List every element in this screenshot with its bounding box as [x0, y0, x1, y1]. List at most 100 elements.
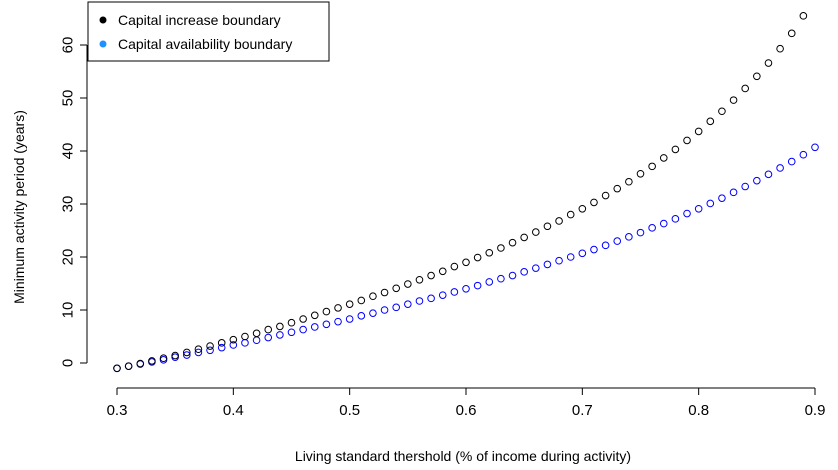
data-point [590, 198, 598, 207]
data-point [427, 294, 435, 303]
data-point [206, 346, 214, 355]
data-point [787, 29, 796, 38]
data-point [148, 357, 156, 365]
data-point [217, 339, 226, 347]
data-point [811, 143, 819, 152]
data-point [404, 280, 412, 288]
data-point [217, 343, 226, 352]
data-point [299, 315, 307, 323]
data-point [369, 292, 377, 301]
data-point [299, 325, 307, 334]
data-point [776, 164, 784, 172]
data-point [508, 238, 517, 247]
data-point [322, 320, 331, 329]
y-tick-label: 0 [60, 359, 77, 367]
data-point [136, 359, 145, 368]
x-tick-label: 0.4 [223, 402, 244, 419]
data-point [462, 285, 470, 293]
data-points [113, 12, 819, 373]
data-point [508, 271, 517, 280]
legend-label-capital-increase: Capital increase boundary [118, 12, 281, 28]
data-point [625, 177, 633, 186]
data-point [543, 222, 552, 231]
data-point [438, 267, 447, 276]
data-point [380, 306, 389, 314]
data-point [753, 72, 761, 81]
data-point [229, 341, 238, 349]
data-point [578, 249, 587, 258]
data-point [613, 237, 622, 245]
data-point [764, 170, 773, 179]
data-point [648, 162, 656, 171]
data-point [310, 323, 319, 331]
data-point [578, 204, 587, 213]
data-point [113, 364, 121, 373]
data-point [625, 233, 633, 241]
data-point [229, 335, 238, 344]
data-point [194, 345, 203, 354]
data-point [264, 325, 273, 334]
data-point [462, 258, 470, 267]
data-point [159, 354, 168, 363]
series-capital-availability [113, 143, 819, 373]
x-tick-label: 0.6 [456, 402, 477, 419]
legend-marker-capital-increase [99, 16, 107, 24]
data-point [322, 307, 331, 316]
data-point [183, 348, 191, 357]
data-point [566, 210, 575, 219]
legend-label-capital-availability: Capital availability boundary [118, 36, 292, 52]
data-point [450, 262, 459, 271]
data-point [555, 217, 563, 225]
data-point [438, 291, 447, 299]
data-point [776, 44, 784, 53]
data-point [636, 228, 645, 237]
data-point [555, 256, 563, 265]
data-point [310, 311, 319, 320]
data-point [671, 215, 680, 223]
data-point [787, 157, 796, 166]
data-point [753, 176, 761, 185]
data-point [345, 300, 354, 308]
data-point [287, 318, 296, 327]
data-point [485, 248, 494, 257]
data-point [252, 329, 261, 338]
data-point [183, 351, 191, 359]
data-point [473, 253, 482, 262]
data-point [566, 253, 575, 261]
data-point [194, 348, 203, 357]
data-point [520, 233, 528, 242]
data-point [601, 191, 610, 200]
data-point [718, 194, 726, 202]
data-point [520, 268, 528, 276]
data-point [345, 315, 354, 323]
x-axis: 0.3 0.4 0.5 0.6 0.7 0.8 0.9 [107, 387, 825, 419]
data-point [473, 281, 482, 290]
y-tick-label: 40 [60, 143, 77, 160]
data-point [357, 296, 366, 305]
data-point [636, 169, 645, 178]
data-point [683, 136, 691, 145]
data-point [450, 288, 459, 296]
legend-marker-capital-availability [99, 40, 107, 48]
data-point [171, 351, 179, 360]
data-point [706, 199, 715, 208]
data-point [741, 84, 750, 93]
data-point [252, 336, 261, 345]
data-point [497, 244, 505, 252]
x-tick-label: 0.3 [107, 402, 128, 419]
data-point [648, 224, 656, 232]
data-point [485, 278, 494, 286]
data-point [729, 188, 738, 197]
data-point [392, 284, 401, 293]
y-axis: 0 10 20 30 40 50 60 [60, 37, 88, 367]
data-point [369, 309, 377, 317]
data-point [427, 271, 435, 280]
y-tick-label: 10 [60, 302, 77, 319]
x-tick-label: 0.8 [688, 402, 709, 419]
y-axis-title: Minimum activity period (years) [11, 110, 27, 304]
data-point [729, 96, 738, 104]
x-tick-label: 0.7 [572, 402, 593, 419]
data-point [590, 245, 598, 254]
data-point [671, 145, 680, 154]
